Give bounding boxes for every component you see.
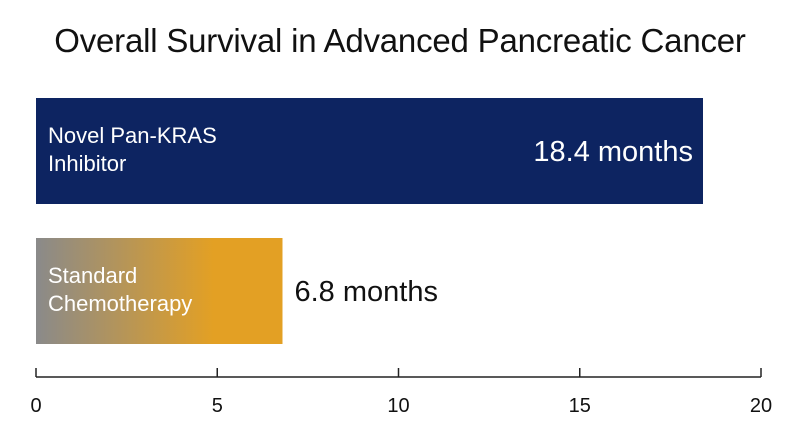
value-label-2: 6.8 months: [295, 276, 438, 308]
x-tick-label-5: 5: [212, 395, 223, 417]
x-tick-label-10: 10: [387, 395, 409, 417]
x-tick-label-0: 0: [30, 395, 41, 417]
category-label-2: Standard Chemotherapy: [48, 263, 192, 316]
category-label-1: Novel Pan-KRAS Inhibitor: [48, 123, 217, 176]
x-tick-label-20: 20: [750, 395, 772, 417]
chart-title: Overall Survival in Advanced Pancreatic …: [54, 22, 746, 59]
x-tick-label-15: 15: [569, 395, 591, 417]
value-label-1: 18.4 months: [533, 136, 693, 168]
bar-1: [36, 98, 703, 204]
bar-2: [36, 238, 283, 344]
